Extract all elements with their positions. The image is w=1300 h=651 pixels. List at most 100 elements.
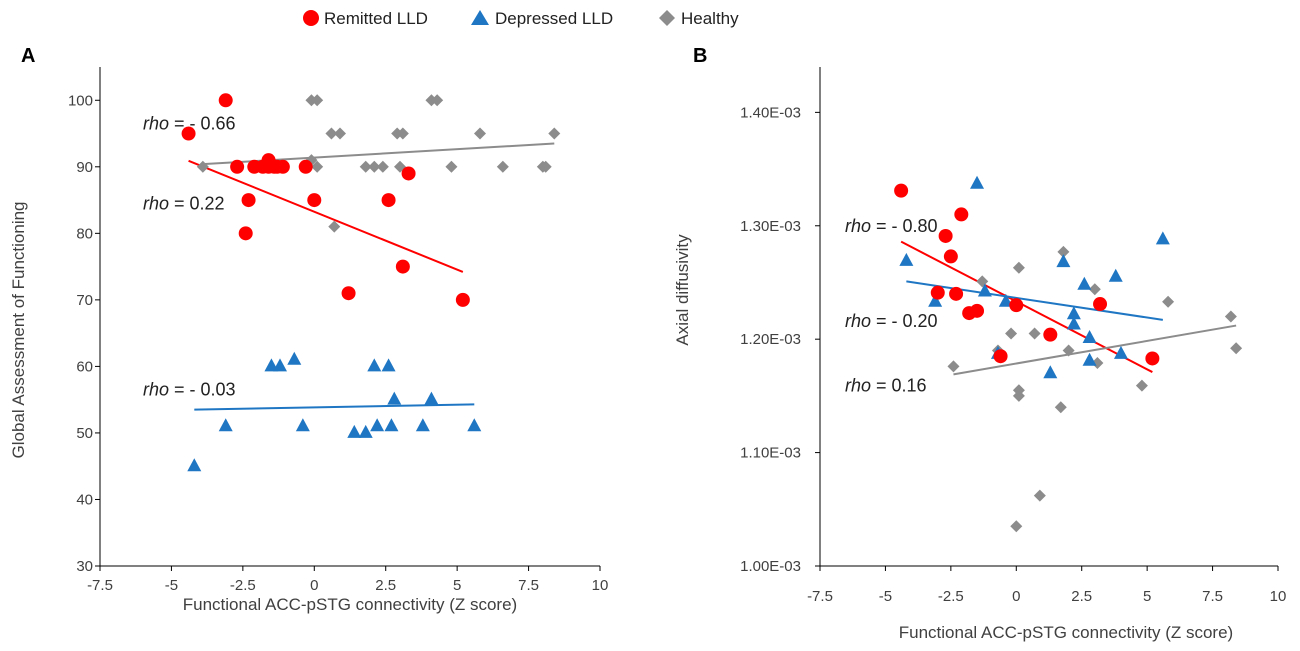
panel-a-point-healthy	[445, 160, 458, 173]
panel-b-rho-value: = - 0.80	[871, 216, 938, 236]
panel-a-point-depressed	[187, 458, 202, 472]
panel-a-y-tick-label: 100	[68, 92, 93, 109]
panel-a-x-tick-label: 10	[592, 577, 609, 594]
panel-b-point-healthy	[1062, 344, 1075, 357]
panel-a-x-tick-label: -5	[165, 577, 178, 594]
panel-b-y-ticks: 1.00E-03 1.10E-03 1.20E-03 1.30E-03 1.40E-03	[740, 104, 820, 575]
panel-a-point-healthy	[376, 160, 389, 173]
legend-item-healthy: Healthy	[659, 9, 739, 28]
panel-a-point-remitted	[341, 286, 356, 301]
panel-b-point-remitted	[943, 249, 958, 264]
panel-b-point-depressed	[1113, 345, 1128, 359]
panel-b-point-remitted	[1043, 327, 1058, 342]
panel-b-x-tick-label: 10	[1270, 588, 1287, 605]
panel-a-trendline-remitted-lld	[188, 159, 464, 273]
panel-a-point-depressed	[287, 351, 302, 365]
panel-a-point-healthy	[325, 127, 338, 140]
panel-b-x-tick-label: -7.5	[807, 588, 833, 605]
panel-b-point-healthy	[1012, 261, 1025, 274]
panel-b-points	[894, 175, 1243, 533]
legend-marker-depressed	[471, 10, 489, 25]
panel-a-point-remitted	[381, 193, 396, 208]
panel-b-x-tick-label: 0	[1012, 588, 1020, 605]
panel-a-rho-symbol: rho	[143, 114, 169, 134]
panel-b-point-depressed	[928, 293, 943, 307]
panel-a-point-healthy	[431, 94, 444, 107]
panel-b-x-axis-title: Functional ACC-pSTG connectivity (Z scor…	[899, 623, 1233, 642]
panel-b-point-remitted	[949, 286, 964, 301]
legend-item-remitted: Remitted LLD	[303, 9, 428, 28]
panel-b-x-tick-label: -5	[879, 588, 892, 605]
panel-b-x-tick-label: 5	[1143, 588, 1151, 605]
panel-b-point-depressed	[1066, 316, 1081, 330]
panel-b-trendline-healthy	[953, 324, 1237, 376]
panel-b-y-tick-label: 1.00E-03	[740, 558, 801, 575]
panel-a-trendline-depressed-lld	[194, 403, 475, 411]
panel-a-point-depressed	[467, 418, 482, 432]
panel-b-point-remitted	[954, 207, 969, 222]
panel-a-point-healthy	[196, 160, 209, 173]
panel-b-point-healthy	[1135, 379, 1148, 392]
panel-a-rho-symbol: rho	[143, 193, 169, 213]
panel-b-y-axis-title: Axial diffusivity	[673, 234, 692, 346]
legend-label-remitted: Remitted LLD	[324, 9, 428, 28]
panel-a-x-tick-label: 7.5	[518, 577, 539, 594]
panel-b-point-healthy	[1088, 283, 1101, 296]
panel-a-y-tick-label: 50	[76, 425, 93, 442]
panel-a-point-healthy	[474, 127, 486, 140]
panel-a-point-healthy	[328, 220, 341, 233]
panel-b-rho-label: rho = - 0.20	[845, 311, 938, 331]
panel-b-point-depressed	[1082, 352, 1097, 366]
panel-b-point-remitted	[1145, 351, 1160, 366]
panel-b-rho-value: = - 0.20	[871, 311, 938, 331]
panel-a-point-depressed	[367, 358, 382, 372]
panel-a-rho-label: rho = 0.22	[143, 193, 225, 213]
panel-a-y-axis-title: Global Assessment of Functioning	[9, 201, 28, 458]
panel-a-point-remitted	[307, 193, 322, 208]
panel-b-y-tick-label: 1.40E-03	[740, 104, 801, 121]
panel-b-point-healthy	[1230, 342, 1243, 355]
legend-label-healthy: Healthy	[681, 9, 739, 28]
panel-b-y-tick-label: 1.20E-03	[740, 331, 801, 348]
panel-b-point-healthy	[1028, 327, 1041, 340]
panel-a-y-tick-label: 40	[76, 491, 93, 508]
panel-b-y-tick-label: 1.30E-03	[740, 218, 801, 235]
panel-a-x-axis-title: Functional ACC-pSTG connectivity (Z scor…	[183, 595, 517, 614]
panel-b-point-healthy	[1010, 520, 1023, 533]
legend: Remitted LLD Depressed LLD Healthy	[303, 9, 739, 28]
panel-a-y-ticks: 30 40 50 60 70 80 90 100	[68, 92, 100, 575]
panel-b: B -7.5 -5 -2.5 0 2.5 5 7.5 10 1.00E-031.10E-031…	[673, 45, 1286, 642]
panel-a-point-depressed	[358, 424, 373, 438]
panel-b-letter: B	[693, 45, 707, 67]
panel-a-point-healthy	[334, 127, 346, 140]
panel-a-x-tick-label: 0	[310, 577, 318, 594]
panel-a-point-depressed	[387, 391, 402, 405]
panel-b-rho-symbol: rho	[845, 216, 871, 236]
panel-b-point-healthy	[1033, 489, 1046, 502]
panel-b-point-remitted	[894, 183, 909, 198]
panel-b-x-ticks: -7.5 -5 -2.5 0 2.5 5 7.5 10	[807, 566, 1286, 605]
panel-a-x-tick-label: -7.5	[87, 577, 113, 594]
legend-item-depressed: Depressed LLD	[471, 9, 613, 28]
panel-a-point-depressed	[347, 424, 362, 438]
panel-b-rho-value: = 0.16	[871, 376, 927, 396]
panel-a-point-depressed	[370, 418, 385, 432]
panel-a-point-remitted	[238, 226, 253, 241]
panel-b-point-remitted	[1093, 297, 1108, 312]
panel-b-point-remitted	[938, 228, 953, 243]
panel-a-rho-label: rho = - 0.66	[143, 114, 236, 134]
panel-a-y-tick-label: 90	[76, 159, 93, 176]
panel-a-point-depressed	[218, 418, 233, 432]
legend-marker-healthy	[659, 10, 675, 26]
panel-b-trendline-depressed-lld	[906, 280, 1163, 321]
panel-a-y-tick-label: 70	[76, 292, 93, 309]
panel-a-x-tick-label: 2.5	[375, 577, 396, 594]
panel-b-trendlines	[900, 240, 1237, 376]
panel-b-point-depressed	[970, 175, 985, 189]
panel-b-y-tick-label: 1.10E-03	[740, 445, 801, 462]
panel-a-point-healthy	[368, 160, 381, 173]
legend-label-depressed: Depressed LLD	[495, 9, 613, 28]
panel-b-point-depressed	[1056, 254, 1071, 268]
